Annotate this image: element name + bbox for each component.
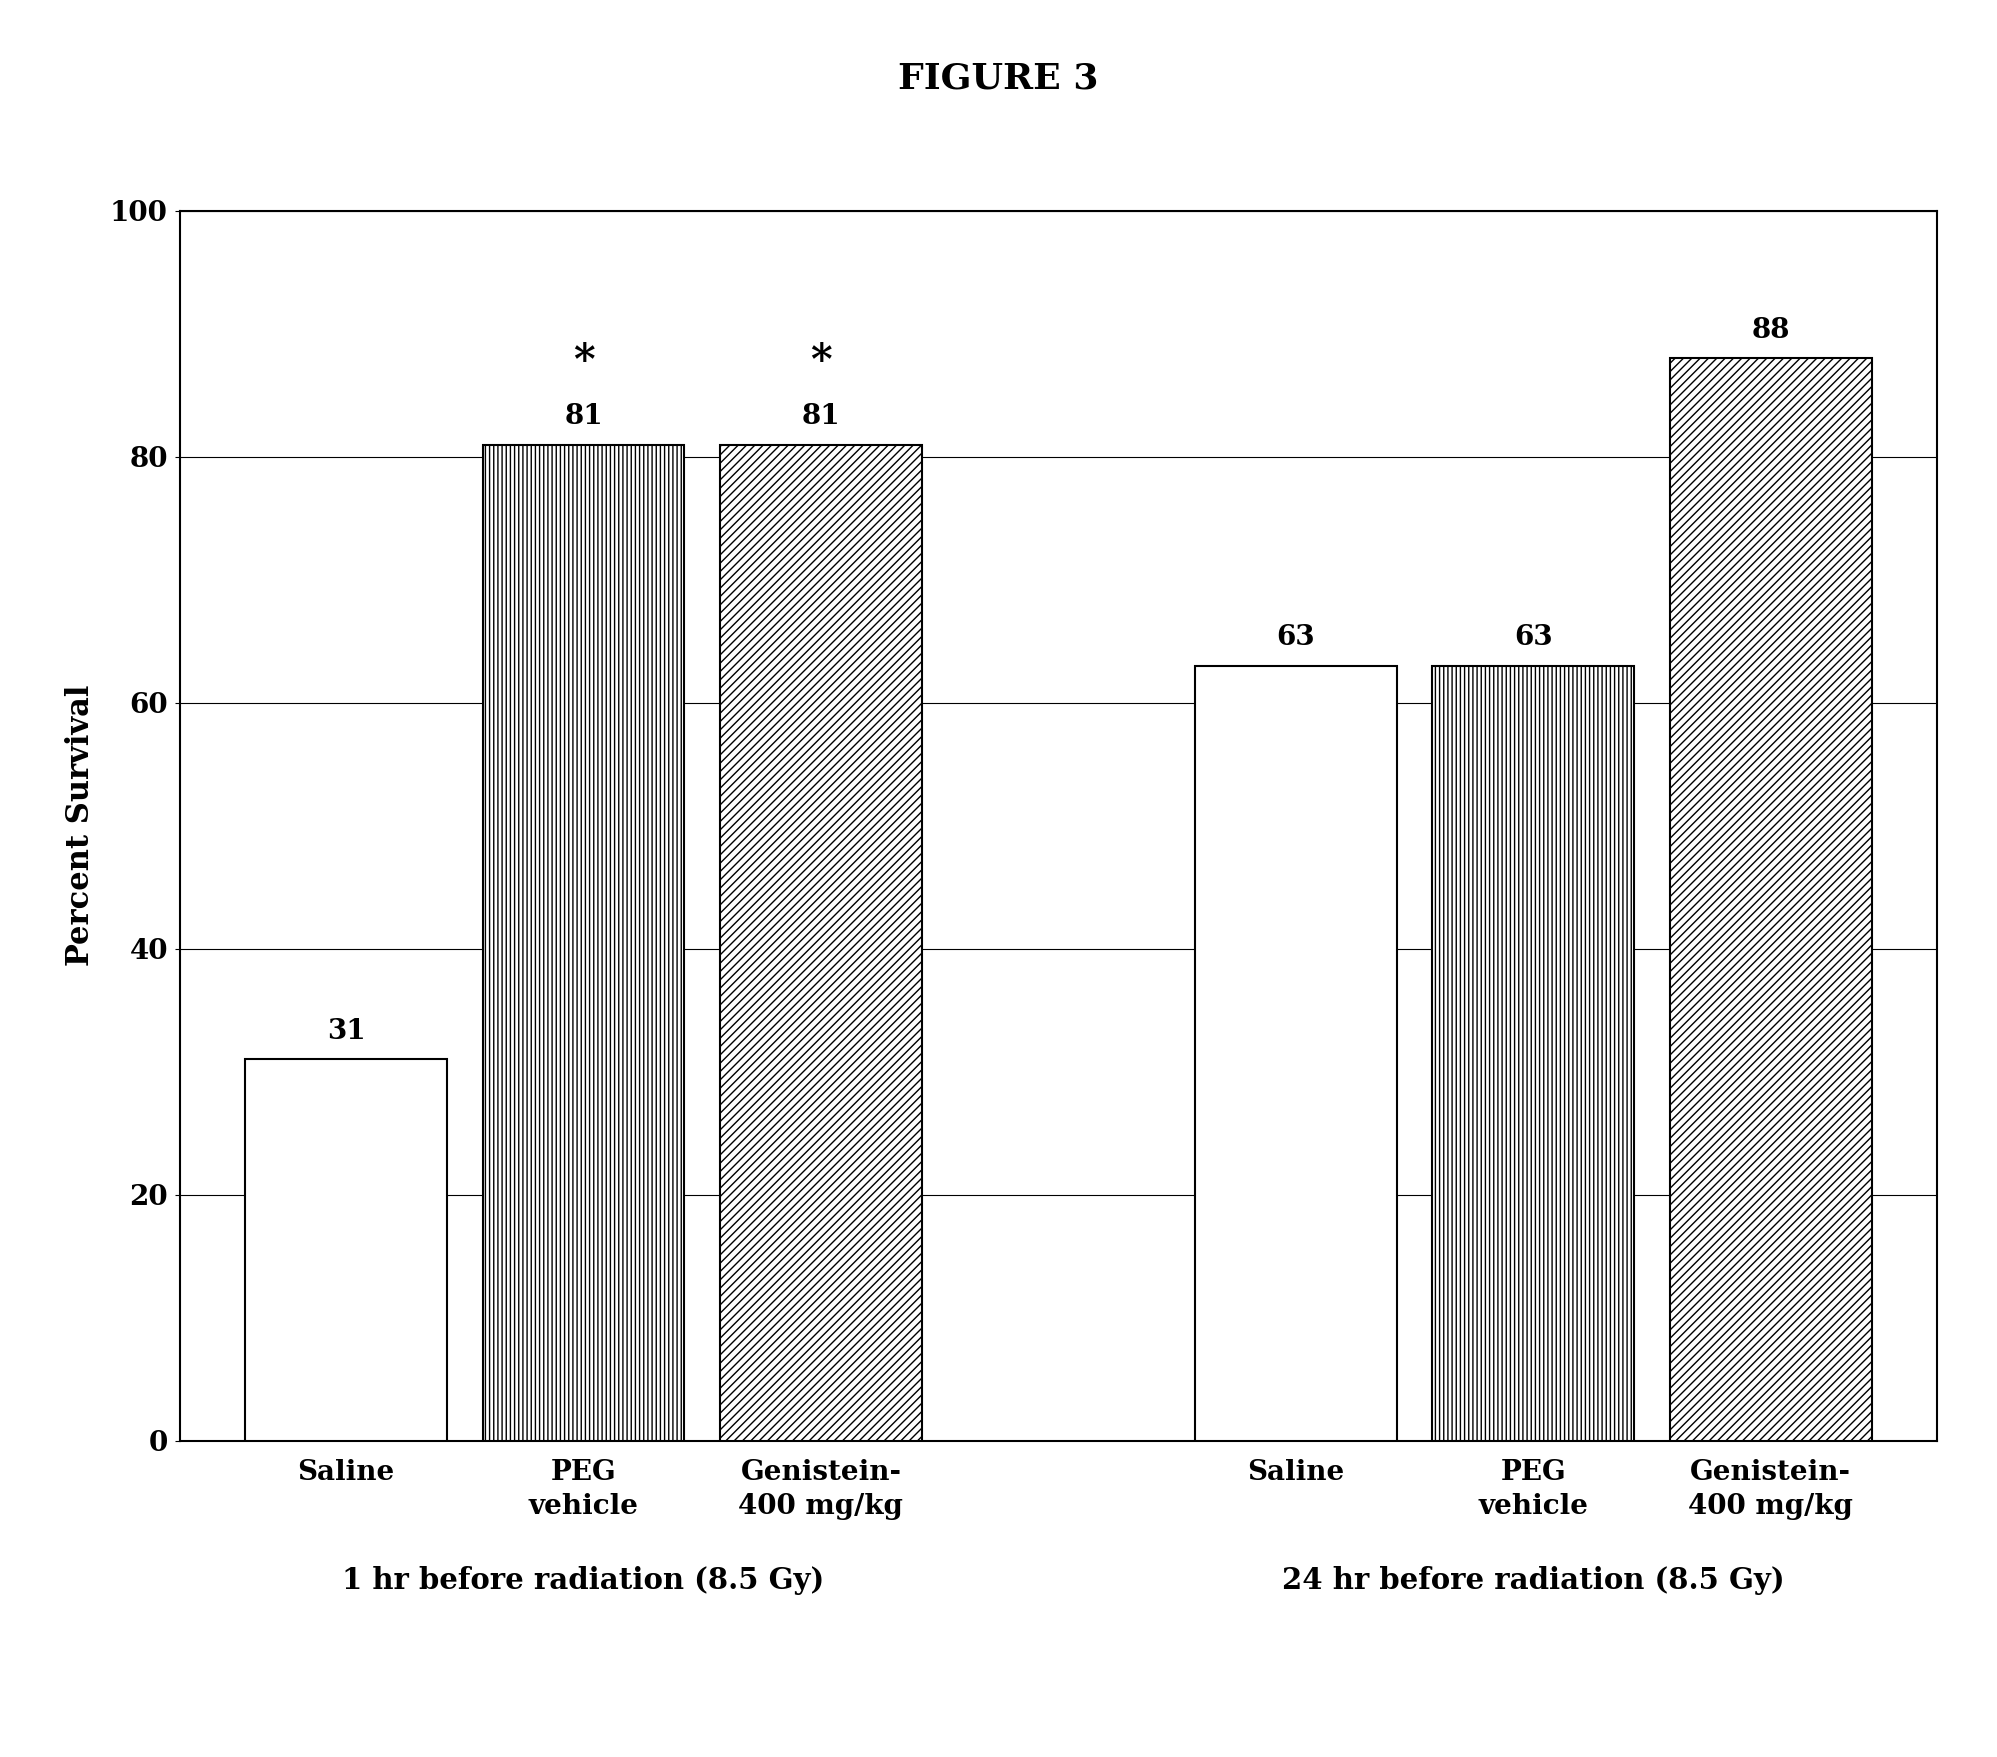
Text: *: * [573,341,595,383]
Text: 81: 81 [801,402,841,430]
Bar [1669,358,1871,1441]
Text: 31: 31 [328,1017,365,1045]
Bar [483,445,685,1441]
Bar [246,1059,447,1441]
Text: 81: 81 [563,402,603,430]
Text: FIGURE 3: FIGURE 3 [899,61,1098,95]
Text: 1 hr before radiation (8.5 Gy): 1 hr before radiation (8.5 Gy) [341,1565,825,1595]
Text: 24 hr before radiation (8.5 Gy): 24 hr before radiation (8.5 Gy) [1282,1565,1785,1595]
Text: 88: 88 [1751,316,1789,344]
Text: 63: 63 [1514,624,1554,652]
Bar [721,445,923,1441]
Bar [1194,666,1396,1441]
Text: 63: 63 [1276,624,1316,652]
Y-axis label: Percent Survival: Percent Survival [66,685,96,966]
Bar [1432,666,1634,1441]
Text: *: * [811,341,831,383]
